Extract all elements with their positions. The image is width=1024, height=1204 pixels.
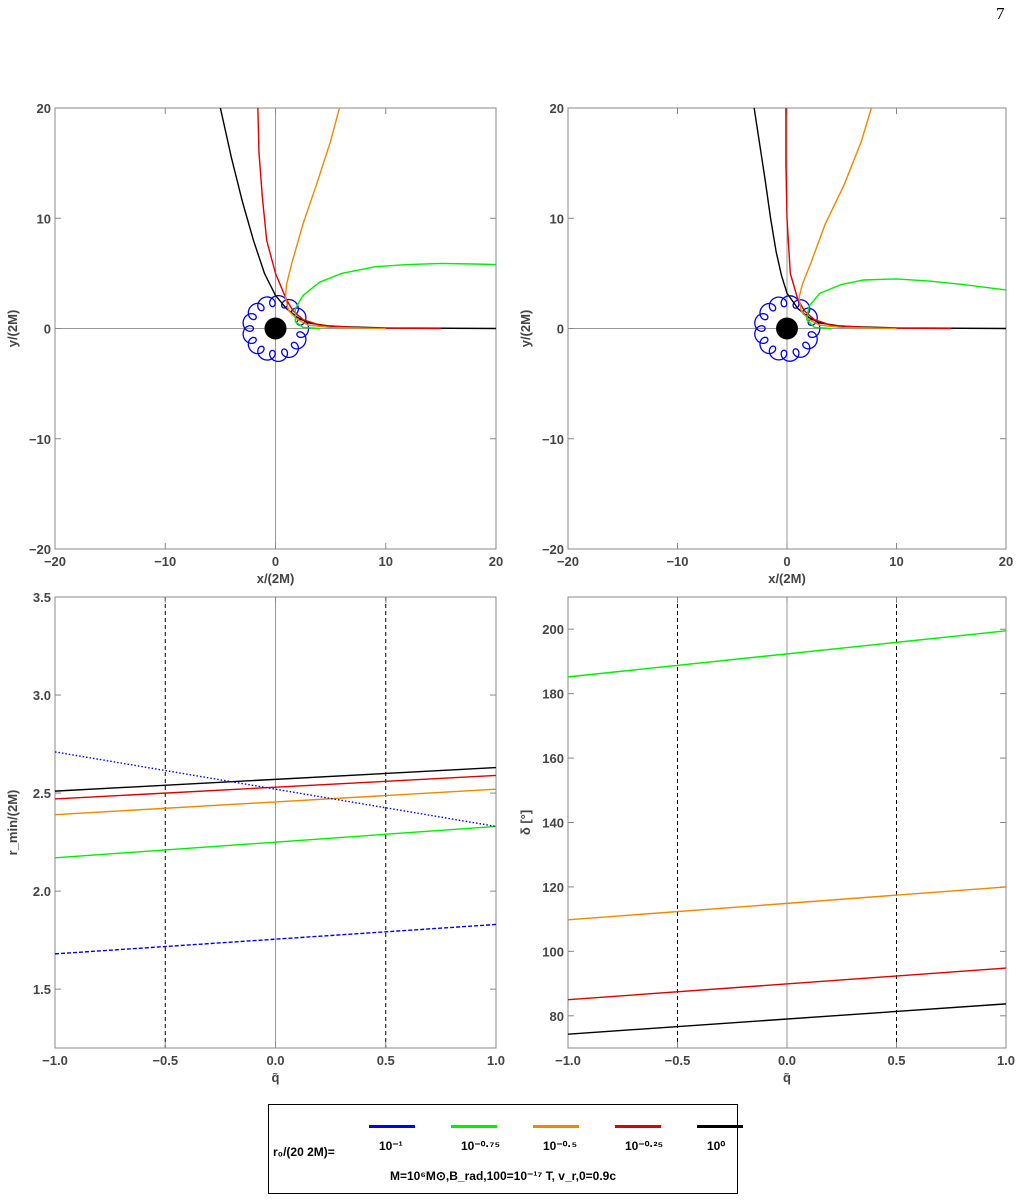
x-tick-label: −10 bbox=[666, 554, 688, 569]
x-tick-label: 0 bbox=[783, 554, 790, 569]
series-line-3 bbox=[568, 1003, 1006, 1035]
y-tick-label: 160 bbox=[542, 751, 564, 766]
series-line-2 bbox=[55, 788, 496, 816]
y-tick-label: 20 bbox=[550, 101, 564, 116]
y-tick-label: −10 bbox=[542, 432, 564, 447]
series-line-0 bbox=[568, 630, 1006, 678]
x-tick-label: 20 bbox=[489, 554, 503, 569]
legend-prefix: r₀/(20 2M)= bbox=[273, 1145, 335, 1159]
x-tick-label: 0.5 bbox=[887, 1053, 905, 1068]
x-axis-label: x/(2M) bbox=[768, 571, 806, 586]
y-tick-label: 10 bbox=[37, 211, 51, 226]
series-line-1 bbox=[55, 774, 496, 800]
x-tick-label: 1.0 bbox=[487, 1053, 505, 1068]
series-group bbox=[568, 630, 1006, 1035]
legend-swatch bbox=[697, 1125, 743, 1128]
x-tick-label: −0.5 bbox=[665, 1053, 691, 1068]
x-tick-label: −10 bbox=[154, 554, 176, 569]
y-tick-label: 180 bbox=[542, 687, 564, 702]
y-tick-label: 0 bbox=[44, 322, 51, 337]
series-line-1 bbox=[568, 886, 1006, 921]
legend: r₀/(20 2M)= 10⁻¹ 10⁻⁰·⁷⁵ 10⁻⁰·⁵ 10⁻⁰·²⁵ … bbox=[268, 1104, 743, 1194]
y-tick-label: 3.5 bbox=[33, 590, 51, 605]
x-tick-label: −1.0 bbox=[42, 1053, 68, 1068]
y-tick-label: 0 bbox=[557, 322, 564, 337]
chart-panel-top-right: −20 −10 0 10 20 −20 −10 0 10 20 x/(2M) y/(2M) bbox=[518, 101, 1013, 586]
y-axis-label: r_min/(2M) bbox=[5, 790, 20, 856]
y-axis-label: y/(2M) bbox=[5, 310, 20, 348]
x-tick-label: 10 bbox=[889, 554, 903, 569]
series-group bbox=[753, 108, 1006, 362]
x-tick-label: 0 bbox=[272, 554, 279, 569]
y-tick-label: −20 bbox=[29, 542, 51, 557]
legend-swatch bbox=[533, 1125, 579, 1128]
legend-swatch bbox=[451, 1125, 497, 1128]
y-tick-label: 120 bbox=[542, 880, 564, 895]
legend-params: M=10⁶M⊙,B_rad,100=10⁻¹⁷ T, v_r,0=0.9c bbox=[390, 1169, 616, 1183]
series-line-4 bbox=[55, 751, 496, 828]
chart-panel-bottom-left: −1.0 −0.5 0.0 0.5 1.0 1.5 2.0 2.5 3.0 3.5 q̃ r_min/… bbox=[5, 590, 505, 1085]
legend-label: 10⁻⁰·²⁵ bbox=[625, 1139, 664, 1153]
x-tick-label: −0.5 bbox=[152, 1053, 178, 1068]
legend-swatch bbox=[369, 1125, 415, 1128]
series-line-2 bbox=[568, 967, 1006, 1001]
x-tick-label: −20 bbox=[44, 554, 66, 569]
series-line-1 bbox=[785, 108, 952, 330]
y-tick-label: 3.0 bbox=[33, 688, 51, 703]
y-axis-label: y/(2M) bbox=[518, 310, 533, 348]
x-tick-label: 0.5 bbox=[377, 1053, 395, 1068]
series-line-2 bbox=[284, 108, 386, 330]
x-axis-label: q̃ bbox=[272, 1070, 280, 1085]
series-line-3 bbox=[294, 262, 496, 330]
series-group bbox=[55, 751, 496, 955]
black-hole bbox=[776, 317, 798, 340]
series-group bbox=[219, 108, 496, 363]
chart-panel-bottom-right: −1.0 −0.5 0.0 0.5 1.0 80 100 120 140 160 180 200 q̃ δ… bbox=[518, 596, 1015, 1085]
series-line-3 bbox=[806, 278, 1006, 330]
y-tick-label: 2.5 bbox=[33, 786, 51, 801]
figure-canvas: −20 −10 0 10 20 −20 −10 0 10 20 x/(2M) y/(2M) −20 −10… bbox=[5, 101, 1015, 1085]
x-tick-label: 10 bbox=[379, 554, 393, 569]
x-tick-label: 0.0 bbox=[778, 1053, 796, 1068]
legend-label: 10⁻⁰·⁵ bbox=[543, 1139, 578, 1153]
x-axis-label: q̃ bbox=[783, 1070, 791, 1085]
legend-label: 10⁻⁰·⁷⁵ bbox=[461, 1139, 501, 1153]
page-number: 7 bbox=[996, 4, 1005, 23]
legend-entry: 10⁻⁰·²⁵ bbox=[597, 1123, 667, 1159]
x-tick-label: 0.0 bbox=[266, 1053, 284, 1068]
legend-entry: 10⁻¹ bbox=[351, 1123, 421, 1159]
legend-label: 10⁻¹ bbox=[379, 1139, 403, 1153]
y-tick-label: 200 bbox=[542, 622, 564, 637]
chart-panel-top-left: −20 −10 0 10 20 −20 −10 0 10 20 x/(2M) y/(2M) bbox=[5, 101, 503, 586]
black-hole bbox=[264, 317, 287, 340]
y-tick-label: 10 bbox=[550, 211, 564, 226]
x-tick-label: −20 bbox=[557, 554, 579, 569]
y-axis-label: δ [°] bbox=[518, 810, 533, 835]
x-tick-label: 20 bbox=[999, 554, 1013, 569]
x-axis-label: x/(2M) bbox=[257, 571, 295, 586]
series-line-0 bbox=[55, 766, 496, 792]
series-line-2 bbox=[798, 108, 897, 330]
y-tick-label: 1.5 bbox=[33, 982, 51, 997]
legend-label: 10⁰ bbox=[707, 1139, 726, 1153]
y-tick-label: 20 bbox=[37, 101, 51, 116]
legend-entry: 10⁰ bbox=[679, 1123, 749, 1159]
y-tick-label: −10 bbox=[29, 432, 51, 447]
y-tick-label: −20 bbox=[542, 542, 564, 557]
y-tick-label: 100 bbox=[542, 944, 564, 959]
y-tick-label: 80 bbox=[550, 1009, 564, 1024]
series-line-0 bbox=[219, 108, 496, 330]
series-line-3 bbox=[55, 825, 496, 859]
x-tick-label: −1.0 bbox=[555, 1053, 581, 1068]
legend-entry: 10⁻⁰·⁵ bbox=[515, 1123, 585, 1159]
y-tick-label: 140 bbox=[542, 816, 564, 831]
legend-entry: 10⁻⁰·⁷⁵ bbox=[433, 1123, 503, 1159]
series-line-5 bbox=[55, 923, 496, 955]
legend-swatch bbox=[615, 1125, 661, 1128]
y-tick-label: 2.0 bbox=[33, 884, 51, 899]
x-tick-label: 1.0 bbox=[997, 1053, 1015, 1068]
